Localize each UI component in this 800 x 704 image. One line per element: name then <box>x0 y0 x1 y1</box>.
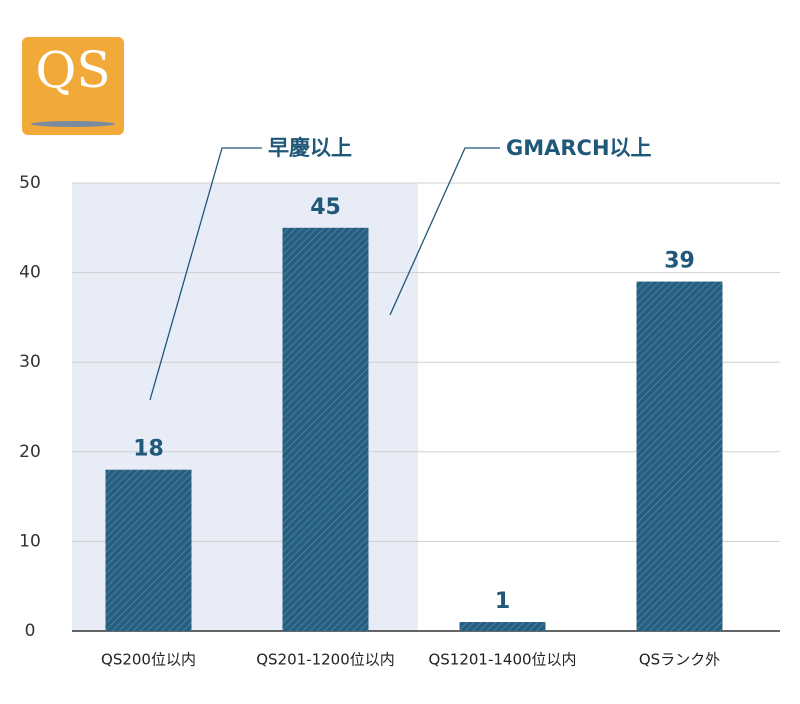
bar <box>459 622 546 631</box>
value-label: 39 <box>664 249 695 274</box>
y-tick-label: 20 <box>19 442 41 462</box>
bar <box>105 469 192 631</box>
leader-line <box>149 147 262 401</box>
value-label: 18 <box>133 437 164 462</box>
y-tick-label: 50 <box>19 173 41 193</box>
x-tick-label: QS1201-1400位以内 <box>428 651 576 669</box>
logo-text: QS <box>35 41 110 99</box>
bar <box>636 281 723 631</box>
value-label: 45 <box>310 195 341 220</box>
x-tick-label: QSランク外 <box>639 651 720 669</box>
annotation: GMARCH以上 <box>506 136 652 160</box>
y-tick-label: 0 <box>25 621 36 641</box>
bar <box>282 227 369 632</box>
logo-box <box>22 37 124 135</box>
x-tick-label: QS201-1200位以内 <box>256 651 395 669</box>
value-label: 1 <box>495 589 510 614</box>
y-tick-label: 30 <box>19 352 41 372</box>
logo: QS <box>22 37 124 135</box>
x-tick-label: QS200位以内 <box>101 651 196 669</box>
leader-line <box>389 147 500 316</box>
annotation: 早慶以上 <box>268 136 352 160</box>
logo-shadow <box>31 121 115 127</box>
y-tick-label: 10 <box>19 531 41 551</box>
annotations: 早慶以上 GMARCH以上 <box>149 136 652 401</box>
y-tick-label: 40 <box>19 263 41 283</box>
